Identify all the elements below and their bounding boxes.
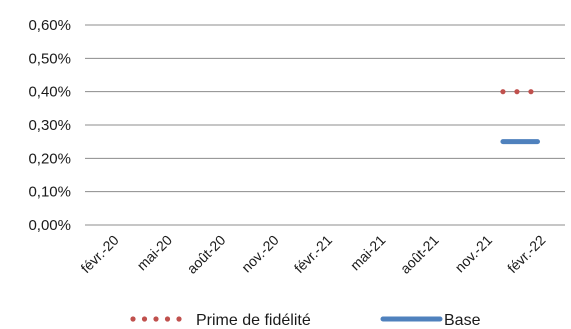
legend-marker-prime-de-fidelite bbox=[164, 316, 171, 322]
x-tick-label: nov.-21 bbox=[452, 232, 496, 276]
x-tick-label: mai-20 bbox=[134, 232, 176, 274]
x-tick-label: août-21 bbox=[397, 232, 442, 277]
y-tick-label: 0,00% bbox=[28, 217, 71, 234]
y-tick-label: 0,20% bbox=[28, 150, 71, 167]
y-tick-label: 0,40% bbox=[28, 84, 71, 101]
legend-marker-prime-de-fidelite bbox=[141, 316, 148, 322]
y-tick-label: 0,60% bbox=[28, 17, 71, 34]
x-tick-label: févr.-20 bbox=[77, 232, 121, 276]
y-axis-tick-labels: 0,00% 0,10% 0,20% 0,30% 0,40% 0,50% 0,60% bbox=[28, 17, 71, 234]
series-point-prime-de-fidelite bbox=[514, 89, 520, 95]
series-point-prime-de-fidelite bbox=[500, 89, 506, 95]
legend-marker-prime-de-fidelite bbox=[176, 316, 182, 322]
x-tick-label: févr.-21 bbox=[291, 232, 335, 276]
legend-marker-prime-de-fidelite bbox=[130, 316, 136, 322]
y-tick-label: 0,50% bbox=[28, 50, 71, 67]
legend-label-prime-de-fidelite: Prime de fidélité bbox=[196, 312, 311, 329]
x-tick-label: août-20 bbox=[184, 232, 229, 277]
x-tick-label: nov.-20 bbox=[238, 232, 282, 276]
x-axis-tick-labels: févr.-20 mai-20 août-20 nov.-20 févr.-21 mai-… bbox=[77, 232, 548, 277]
y-tick-label: 0,10% bbox=[28, 184, 71, 201]
y-tick-label: 0,30% bbox=[28, 117, 71, 134]
gridlines bbox=[85, 24, 565, 226]
legend-label-base: Base bbox=[444, 312, 481, 329]
legend: Prime de fidélité Base bbox=[130, 312, 481, 329]
x-tick-label: févr.-22 bbox=[504, 232, 548, 276]
x-tick-label: mai-21 bbox=[347, 232, 389, 274]
series-layer bbox=[500, 89, 540, 145]
legend-marker-prime-de-fidelite bbox=[153, 316, 159, 322]
series-point-prime-de-fidelite bbox=[528, 89, 534, 95]
